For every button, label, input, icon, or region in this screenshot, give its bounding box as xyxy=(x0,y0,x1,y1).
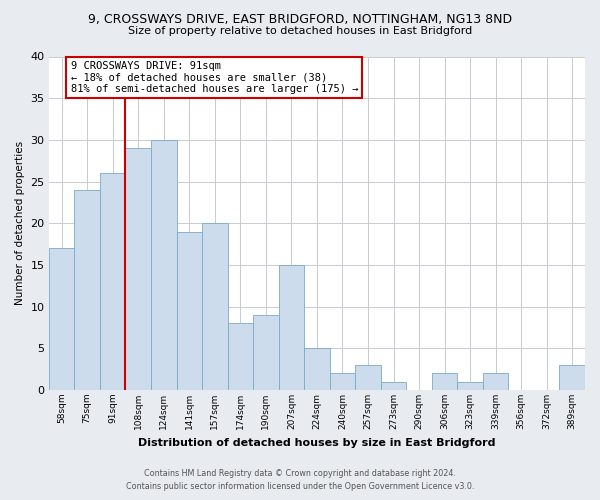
Bar xyxy=(457,382,483,390)
Bar xyxy=(355,365,381,390)
Bar xyxy=(329,374,355,390)
Bar xyxy=(100,173,125,390)
Text: Size of property relative to detached houses in East Bridgford: Size of property relative to detached ho… xyxy=(128,26,472,36)
Bar xyxy=(559,365,585,390)
Bar xyxy=(151,140,176,390)
Bar xyxy=(304,348,329,390)
Text: 9, CROSSWAYS DRIVE, EAST BRIDGFORD, NOTTINGHAM, NG13 8ND: 9, CROSSWAYS DRIVE, EAST BRIDGFORD, NOTT… xyxy=(88,12,512,26)
Text: Contains HM Land Registry data © Crown copyright and database right 2024.
Contai: Contains HM Land Registry data © Crown c… xyxy=(126,469,474,491)
Bar xyxy=(278,265,304,390)
Bar xyxy=(176,232,202,390)
X-axis label: Distribution of detached houses by size in East Bridgford: Distribution of detached houses by size … xyxy=(138,438,496,448)
Bar xyxy=(202,224,227,390)
Bar xyxy=(125,148,151,390)
Bar xyxy=(49,248,74,390)
Text: 9 CROSSWAYS DRIVE: 91sqm
← 18% of detached houses are smaller (38)
81% of semi-d: 9 CROSSWAYS DRIVE: 91sqm ← 18% of detach… xyxy=(71,60,358,94)
Bar xyxy=(253,315,278,390)
Bar xyxy=(483,374,508,390)
Bar xyxy=(74,190,100,390)
Bar xyxy=(432,374,457,390)
Bar xyxy=(227,324,253,390)
Y-axis label: Number of detached properties: Number of detached properties xyxy=(15,141,25,306)
Bar xyxy=(381,382,406,390)
